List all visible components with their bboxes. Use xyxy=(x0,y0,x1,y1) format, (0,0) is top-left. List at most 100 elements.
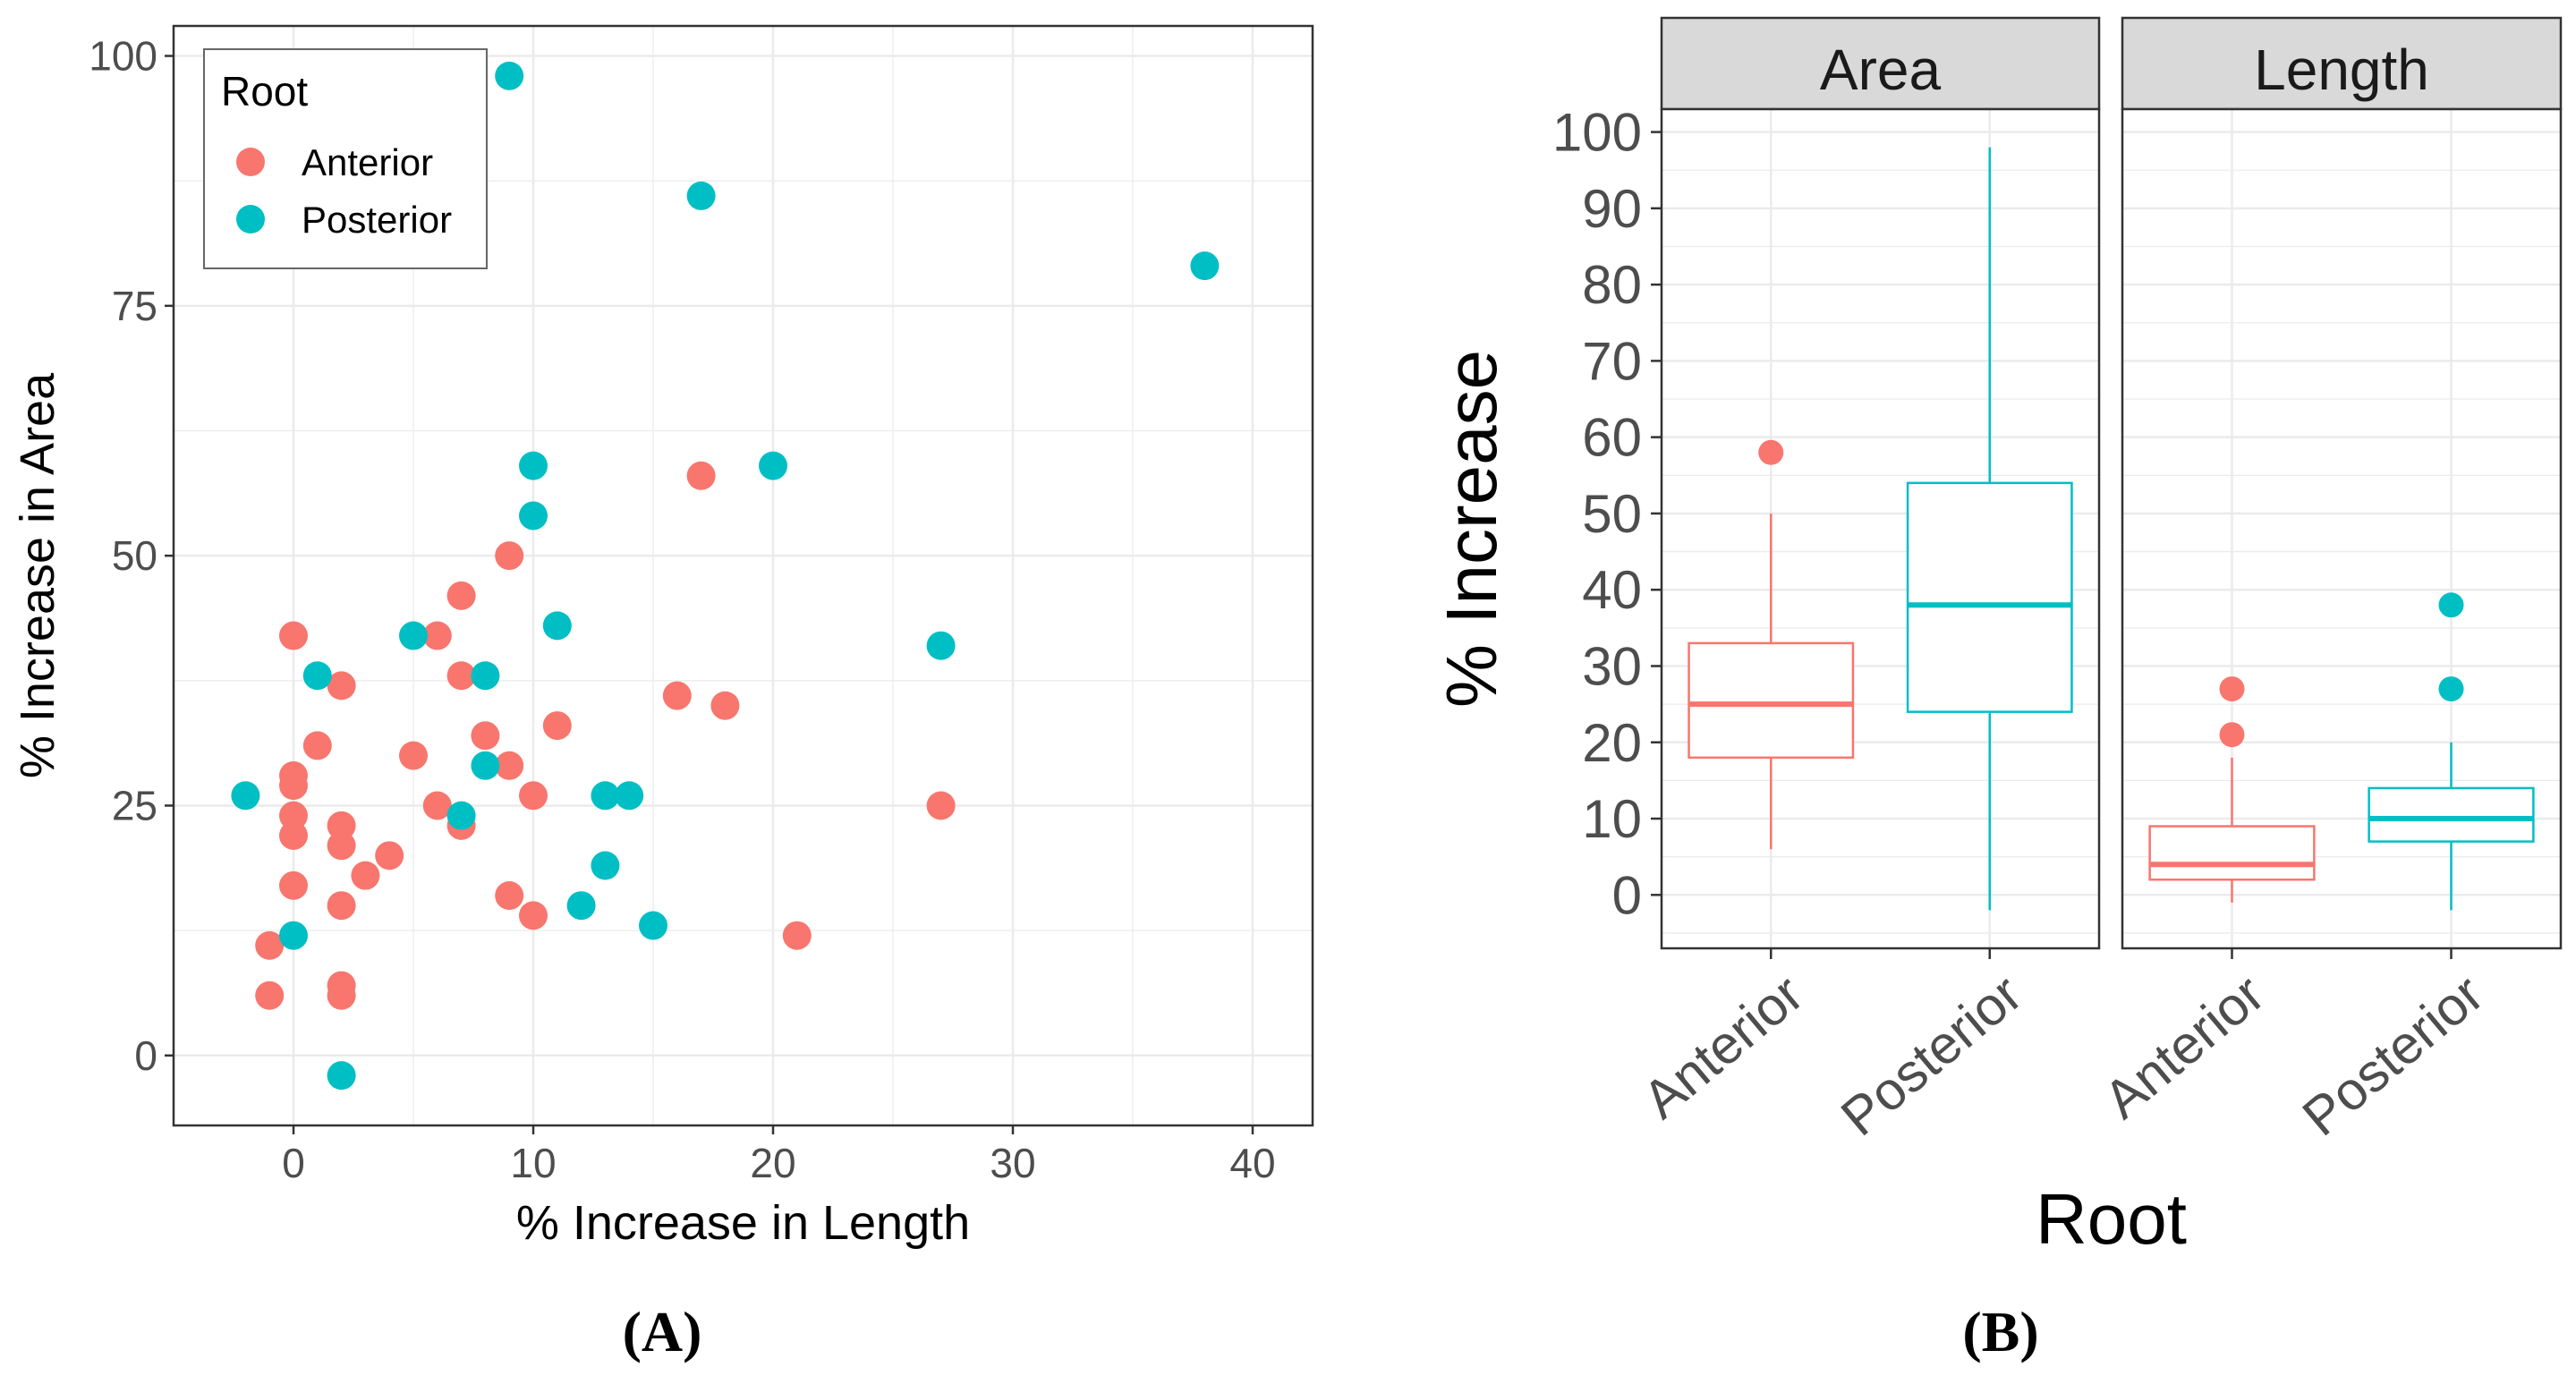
facet-length: Length xyxy=(2122,18,2561,948)
box-iqr xyxy=(1689,643,1853,758)
point-posterior xyxy=(447,802,476,830)
point-anterior xyxy=(471,721,499,750)
point-anterior xyxy=(687,462,716,490)
point-posterior xyxy=(543,611,572,640)
y-tick-label: 40 xyxy=(1582,560,1642,620)
box-iqr xyxy=(1908,483,2071,712)
point-posterior xyxy=(927,632,956,660)
y-tick-label: 25 xyxy=(112,782,157,828)
point-posterior xyxy=(519,452,548,480)
outlier-point xyxy=(2220,676,2245,701)
point-anterior xyxy=(303,731,332,760)
scatter-x-axis-label: % Increase in Length xyxy=(516,1196,970,1250)
legend-label-posterior: Posterior xyxy=(302,199,452,241)
outlier-point xyxy=(2220,722,2245,747)
scatter-panel: 0 10 20 30 40 0 25 50 75 100 % Increase in Lengt… xyxy=(11,26,1313,1363)
outlier-point xyxy=(2439,592,2464,617)
y-tick-label: 20 xyxy=(1582,713,1642,773)
point-anterior xyxy=(495,881,523,910)
point-anterior xyxy=(351,862,379,890)
legend-label-anterior: Anterior xyxy=(302,141,433,183)
point-posterior xyxy=(327,1061,356,1090)
scatter-y-tick-labels: 0 25 50 75 100 xyxy=(89,33,174,1079)
boxplot-y-tick-labels: 0 10 20 30 40 50 60 70 80 90 100 xyxy=(1552,103,1662,926)
y-tick-label: 50 xyxy=(112,532,157,579)
boxplot-panel: Area Length 0 10 20 30 40 50 60 70 80 90 100 Anteri… xyxy=(1432,18,2561,1363)
point-anterior xyxy=(663,682,692,710)
boxplot-x-tick-labels: Anterior Posterior Anterior Posterior xyxy=(1632,948,2495,1147)
point-posterior xyxy=(471,661,499,690)
x-tick-label: 30 xyxy=(990,1140,1035,1186)
box-iqr xyxy=(2150,827,2315,880)
facet-title-area: Area xyxy=(1820,38,1942,102)
figure: 0 10 20 30 40 0255075100 % Increase in Lengt… xyxy=(0,0,2576,1384)
point-anterior xyxy=(519,781,548,810)
x-tick-label: 20 xyxy=(750,1140,795,1186)
point-posterior xyxy=(231,781,259,810)
point-anterior xyxy=(375,841,404,870)
point-posterior xyxy=(1190,251,1219,280)
y-tick-label: 0 xyxy=(1612,865,1642,925)
legend-swatch-anterior xyxy=(236,148,265,176)
outlier-point xyxy=(1758,440,1783,465)
point-anterior xyxy=(495,541,523,570)
x-tick-label-posterior: Posterior xyxy=(1830,964,2033,1148)
scatter-legend: Root Anterior Posterior xyxy=(204,49,487,268)
boxplot-y-axis-label: % Increase xyxy=(1432,350,1511,708)
point-anterior xyxy=(327,831,356,860)
facet-title-length: Length xyxy=(2254,38,2429,102)
point-posterior xyxy=(303,661,332,690)
y-tick-label: 30 xyxy=(1582,636,1642,696)
y-tick-label: 80 xyxy=(1582,255,1642,315)
boxplot-facets: Area Length xyxy=(1662,18,2561,948)
point-anterior xyxy=(279,622,308,650)
y-tick-label: 50 xyxy=(1582,484,1642,544)
y-tick-label: 70 xyxy=(1582,331,1642,391)
panel-label-b: (B) xyxy=(1962,1300,2038,1363)
legend-title: Root xyxy=(221,68,308,115)
point-posterior xyxy=(399,622,428,650)
y-tick-label: 60 xyxy=(1582,408,1642,468)
point-anterior xyxy=(279,771,308,800)
point-posterior xyxy=(759,452,787,480)
point-posterior xyxy=(567,891,596,920)
scatter-x-tick-labels: 0 10 20 30 40 xyxy=(282,1125,1275,1186)
y-tick-label: 90 xyxy=(1582,179,1642,239)
panel-label-a: (A) xyxy=(623,1300,702,1363)
point-anterior xyxy=(519,901,548,930)
point-posterior xyxy=(615,781,643,810)
y-tick-label: 10 xyxy=(1582,789,1642,849)
point-posterior xyxy=(495,62,523,90)
point-anterior xyxy=(783,921,812,950)
point-anterior xyxy=(399,742,428,770)
point-anterior xyxy=(255,981,284,1010)
point-anterior xyxy=(279,871,308,900)
x-tick-label-anterior: Anterior xyxy=(1632,964,1815,1130)
point-anterior xyxy=(447,582,476,610)
point-posterior xyxy=(471,751,499,780)
scatter-y-axis-label: % Increase in Area xyxy=(11,372,64,778)
point-anterior xyxy=(543,711,572,740)
point-anterior xyxy=(327,891,356,920)
outlier-point xyxy=(2439,676,2464,701)
x-tick-label: 40 xyxy=(1229,1140,1275,1186)
point-posterior xyxy=(279,921,308,950)
point-anterior xyxy=(327,981,356,1010)
point-posterior xyxy=(639,912,667,940)
x-tick-label: 0 xyxy=(282,1140,305,1186)
y-tick-label: 100 xyxy=(1552,103,1642,163)
legend-swatch-posterior xyxy=(236,205,265,233)
boxplot-x-axis-label: Root xyxy=(2036,1179,2187,1259)
y-tick-label: 75 xyxy=(112,283,157,329)
facet-area: Area xyxy=(1662,18,2099,948)
x-tick-label-anterior: Anterior xyxy=(2093,964,2275,1130)
x-tick-label-posterior: Posterior xyxy=(2291,964,2495,1148)
y-tick-label: 0 xyxy=(134,1032,157,1079)
box-iqr xyxy=(2369,788,2534,842)
x-tick-label: 10 xyxy=(510,1140,556,1186)
point-posterior xyxy=(591,852,619,880)
point-anterior xyxy=(927,791,956,819)
point-posterior xyxy=(519,501,548,530)
y-tick-label: 100 xyxy=(89,33,157,80)
point-posterior xyxy=(687,182,716,210)
